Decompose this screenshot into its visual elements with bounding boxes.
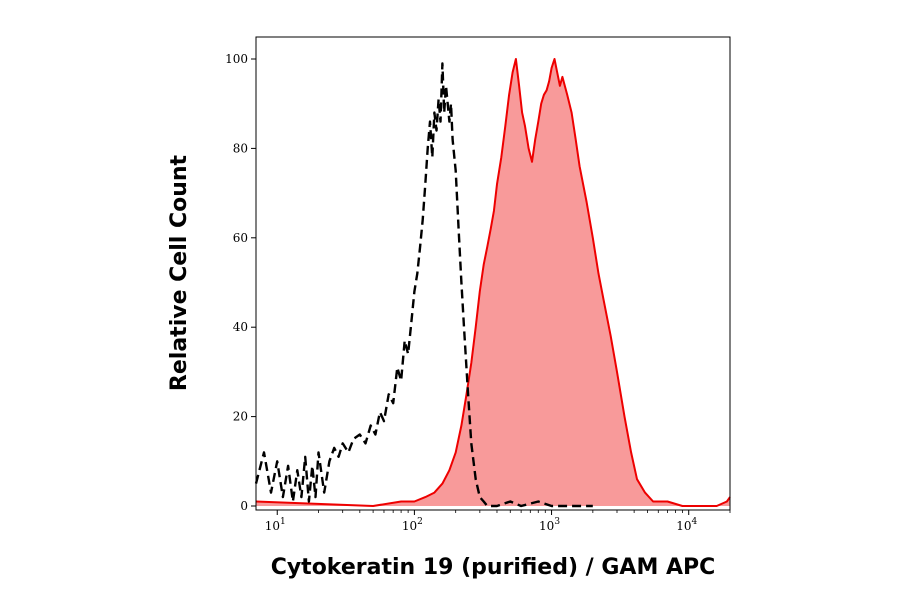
plot-frame xyxy=(255,36,731,511)
x-tick-label: 104 xyxy=(676,517,697,533)
y-tick-label: 40 xyxy=(233,320,248,334)
y-axis-title: Relative Cell Count xyxy=(167,154,192,391)
series-line-dashed xyxy=(254,62,593,508)
y-tick-label: 80 xyxy=(233,141,248,155)
series-line-solid xyxy=(255,58,731,507)
y-tick-label: 20 xyxy=(233,410,248,424)
series-layer xyxy=(254,58,731,508)
x-tick-label: 102 xyxy=(402,517,423,533)
series-fill-solid xyxy=(256,59,730,506)
y-axis: 0 20 40 60 80 100 xyxy=(225,52,256,513)
x-tick-label: 101 xyxy=(265,517,286,533)
x-tick-label: 103 xyxy=(539,517,560,533)
y-tick-label: 60 xyxy=(233,231,248,245)
y-tick-label: 100 xyxy=(225,52,248,66)
x-axis: 101 102 103 104 xyxy=(265,510,731,533)
x-axis-title: Cytokeratin 19 (purified) / GAM APC xyxy=(271,555,716,580)
y-tick-label: 0 xyxy=(240,499,248,513)
